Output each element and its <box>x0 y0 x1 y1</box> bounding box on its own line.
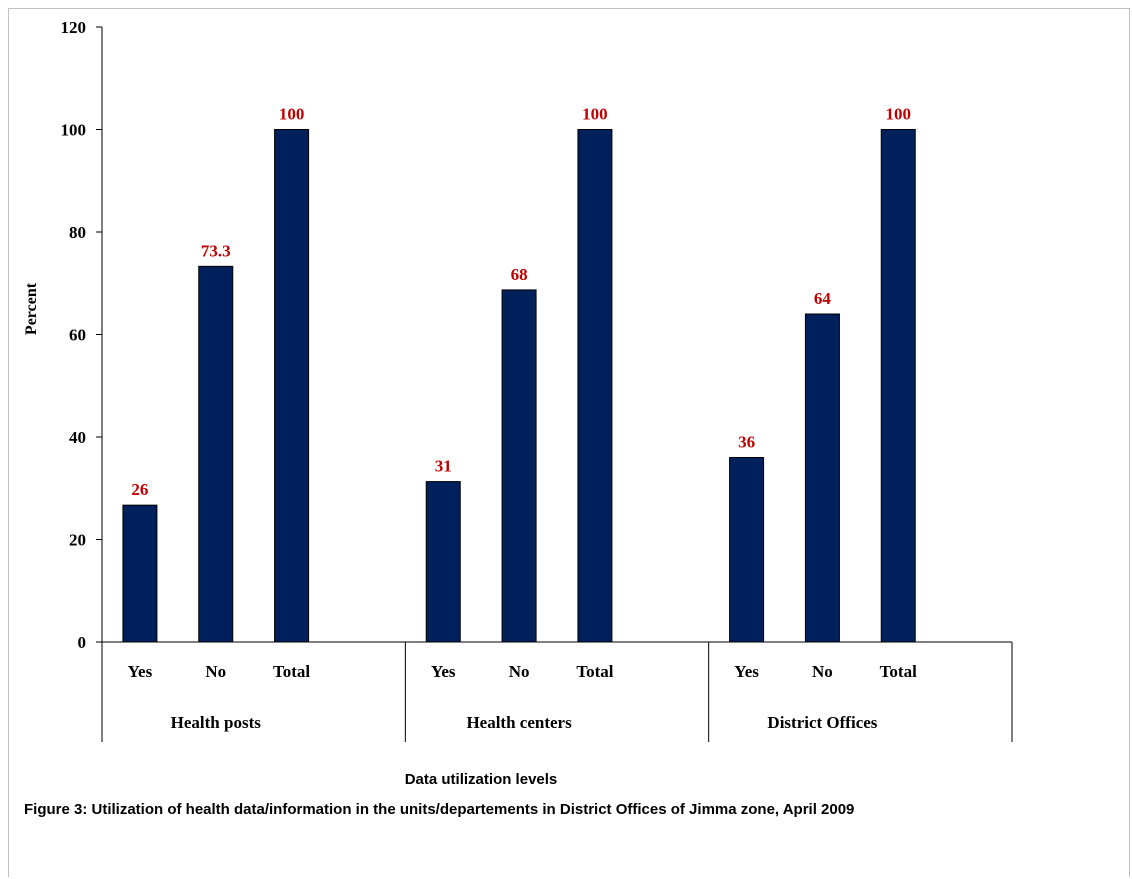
bar <box>198 265 234 643</box>
bar <box>880 129 916 643</box>
x-category-label: Total <box>273 662 310 681</box>
figure-frame <box>8 8 1130 877</box>
x-category-label: No <box>509 662 530 681</box>
bar-data-label: 36 <box>738 433 755 452</box>
x-axis-title: Data utilization levels <box>404 771 558 788</box>
bars: 26 73.3 100 31 68 100 36 64 100 <box>122 105 916 643</box>
x-category-label: Total <box>880 662 917 681</box>
bar-data-label: 100 <box>582 105 608 124</box>
bar-data-label: 73.3 <box>201 241 231 260</box>
x-category-label: No <box>205 662 226 681</box>
bar-data-label: 26 <box>131 480 148 499</box>
y-axis-title: Percent <box>23 282 40 335</box>
x-group-label: Health centers <box>466 713 572 732</box>
bar-data-label: 100 <box>279 105 305 124</box>
x-category-label: Yes <box>128 662 153 681</box>
x-group-label: Health posts <box>171 713 262 732</box>
x-category-label: Total <box>576 662 613 681</box>
y-tick-label: 120 <box>61 18 87 37</box>
bar <box>804 313 840 643</box>
bar-data-label: 31 <box>435 457 452 476</box>
y-tick-label: 60 <box>69 326 86 345</box>
y-axis: 0 20 40 60 80 100 120 <box>61 18 103 652</box>
bar-data-label: 68 <box>511 265 528 284</box>
y-tick-label: 40 <box>69 428 86 447</box>
x-category-label: No <box>812 662 833 681</box>
bar <box>122 504 158 643</box>
figure-caption: Figure 3: Utilization of health data/inf… <box>24 801 855 818</box>
y-tick-label: 80 <box>69 223 86 242</box>
bar <box>577 129 613 643</box>
x-group-label: District Offices <box>767 713 877 732</box>
x-axis: Yes No Total Health posts Yes No Total Health c… <box>101 641 1013 742</box>
bar-data-label: 100 <box>886 105 912 124</box>
y-tick-label: 100 <box>61 121 87 140</box>
bar <box>425 481 461 643</box>
x-category-label: Yes <box>734 662 759 681</box>
bar <box>501 289 537 643</box>
y-tick-label: 20 <box>69 531 86 550</box>
bar <box>274 129 310 643</box>
x-category-label: Yes <box>431 662 456 681</box>
bar-data-label: 64 <box>814 289 832 308</box>
bar <box>729 457 765 643</box>
y-tick-label: 0 <box>78 633 87 652</box>
